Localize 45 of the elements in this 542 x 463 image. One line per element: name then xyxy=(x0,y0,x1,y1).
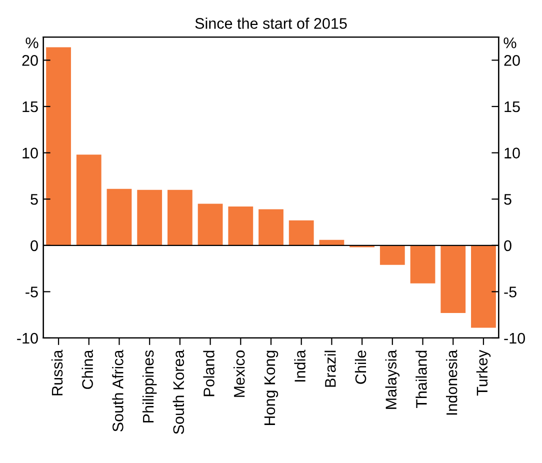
bar xyxy=(471,245,496,328)
x-tick-label: India xyxy=(294,350,306,382)
bar xyxy=(198,204,223,246)
x-tick-label: Chile xyxy=(354,350,366,384)
x-tick-label: Philippines xyxy=(142,350,157,422)
y-tick-label: -5 xyxy=(26,286,38,298)
y2-tick-label: 10 xyxy=(504,148,520,158)
y-tick-label: 20 xyxy=(22,55,38,66)
y2-tick-label: -5 xyxy=(504,286,516,298)
bar xyxy=(410,245,436,284)
x-tick-label: Malaysia xyxy=(385,350,400,409)
y2-tick-label: 5 xyxy=(504,194,512,205)
y-tick-label: 10 xyxy=(22,148,38,158)
y2-tick-label: -10 xyxy=(504,332,525,344)
x-tick-label: Russia xyxy=(51,350,63,396)
x-tick-label: South Korea xyxy=(172,350,184,434)
x-tick-label: Turkey xyxy=(476,350,491,396)
y-tick-label: -10 xyxy=(17,332,38,344)
bar xyxy=(258,209,284,246)
chart-title: Since the start of 2015 xyxy=(195,18,347,29)
y2-tick-label: 0 xyxy=(504,240,512,252)
x-tick-label: Brazil xyxy=(324,350,336,387)
y2-axis-title: % xyxy=(504,38,516,48)
x-tick-label: Poland xyxy=(203,350,214,396)
bar xyxy=(288,220,314,246)
x-tick-label: Indonesia xyxy=(446,350,458,415)
x-tick-label: China xyxy=(82,350,93,389)
y-axis-title: % xyxy=(26,38,38,48)
y-tick-label: 0 xyxy=(30,240,38,252)
bar xyxy=(440,245,466,313)
bar xyxy=(137,190,162,246)
y-tick-label: 15 xyxy=(22,102,38,112)
x-tick-label: South Africa xyxy=(112,350,124,432)
y2-tick-label: 20 xyxy=(504,55,520,66)
bar xyxy=(380,245,405,265)
bar xyxy=(76,154,102,246)
x-tick-label: Mexico xyxy=(234,350,245,397)
bar xyxy=(46,47,71,246)
x-tick-label: Thailand xyxy=(416,350,427,408)
x-tick-label: Hong Kong xyxy=(264,350,278,425)
y2-tick-label: 15 xyxy=(504,102,520,112)
y-tick-label: 5 xyxy=(30,194,38,205)
bar xyxy=(106,188,132,246)
bar xyxy=(168,190,192,246)
bar xyxy=(228,206,254,246)
